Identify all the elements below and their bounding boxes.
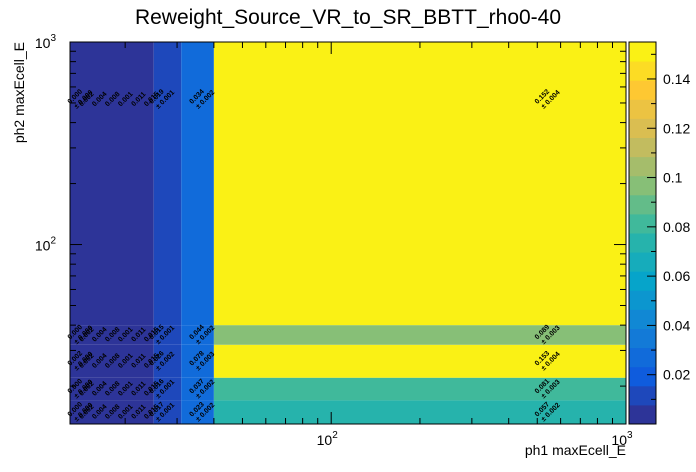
colorbar-tick-label: 0.04 — [663, 317, 690, 333]
y-axis-label: ph2 maxEcell_E — [11, 42, 27, 143]
heatmap-cell — [181, 377, 214, 401]
y-tick-label: 102 — [35, 236, 57, 254]
heatmap-cell — [181, 344, 214, 378]
heatmap-cell — [213, 325, 626, 345]
colorbar-band — [629, 290, 656, 310]
heatmap-cell — [153, 400, 182, 424]
heatmap-cell — [181, 325, 214, 345]
colorbar-band — [629, 309, 656, 329]
colorbar-band — [629, 385, 656, 406]
heatmap-cell — [70, 377, 154, 401]
colorbar-band — [629, 366, 656, 387]
colorbar-band — [629, 118, 656, 138]
colorbar-tick-label: 0.06 — [663, 268, 690, 284]
axes: 102 103 102 103 — [35, 33, 633, 448]
colorbar-tick-label: 0.02 — [663, 367, 690, 383]
heatmap-cell — [213, 400, 626, 424]
heatmap-cell — [153, 377, 182, 401]
x-tick-label: 103 — [611, 430, 633, 448]
heatmap-cells — [70, 42, 626, 424]
x-tick-label: 102 — [317, 430, 339, 448]
colorbar-band — [629, 42, 656, 62]
color-scale: 0.02 0.04 0.06 0.08 0.1 0.12 0.14 — [628, 41, 690, 425]
colorbar-band — [629, 137, 656, 158]
heatmap-cell — [153, 344, 182, 378]
colorbar-tick-label: 0.12 — [663, 120, 690, 136]
colorbar-band — [629, 252, 656, 272]
colorbar-band — [629, 80, 656, 100]
heatmap-cell — [70, 344, 154, 378]
colorbar-band — [629, 271, 656, 291]
heatmap-cell — [70, 325, 154, 345]
colorbar-band — [629, 347, 656, 368]
colorbar-tick-label: 0.14 — [663, 71, 690, 87]
colorbar-band — [629, 61, 656, 81]
heatmap-cell — [181, 42, 214, 326]
x-axis-label: ph1 maxEcell_E — [525, 442, 626, 458]
colorbar-band — [629, 175, 656, 196]
heatmap-cell — [213, 344, 626, 378]
colorbar-frame — [628, 41, 657, 425]
colorbar-band — [629, 404, 656, 425]
y-tick-label: 103 — [35, 33, 57, 51]
heatmap-cell — [213, 42, 626, 326]
colorbar-band — [629, 194, 656, 215]
heatmap-cell — [213, 377, 626, 401]
heatmap-cell — [181, 400, 214, 424]
colorbar-band — [629, 156, 656, 177]
colorbar-band — [629, 328, 656, 349]
heatmap-cell — [153, 42, 182, 326]
heatmap-cell — [153, 325, 182, 345]
colorbar-band — [629, 213, 656, 234]
colorbar-tick-label: 0.1 — [663, 170, 683, 186]
heatmap-cell — [70, 400, 154, 424]
plot-frame — [69, 41, 627, 425]
colorbar-band — [629, 99, 656, 119]
heatmap-cell — [70, 42, 154, 326]
colorbar-tick-label: 0.08 — [663, 219, 690, 235]
colorbar-band — [629, 233, 656, 253]
chart-title: Reweight_Source_VR_to_SR_BBTT_rho0-40 — [135, 6, 561, 29]
